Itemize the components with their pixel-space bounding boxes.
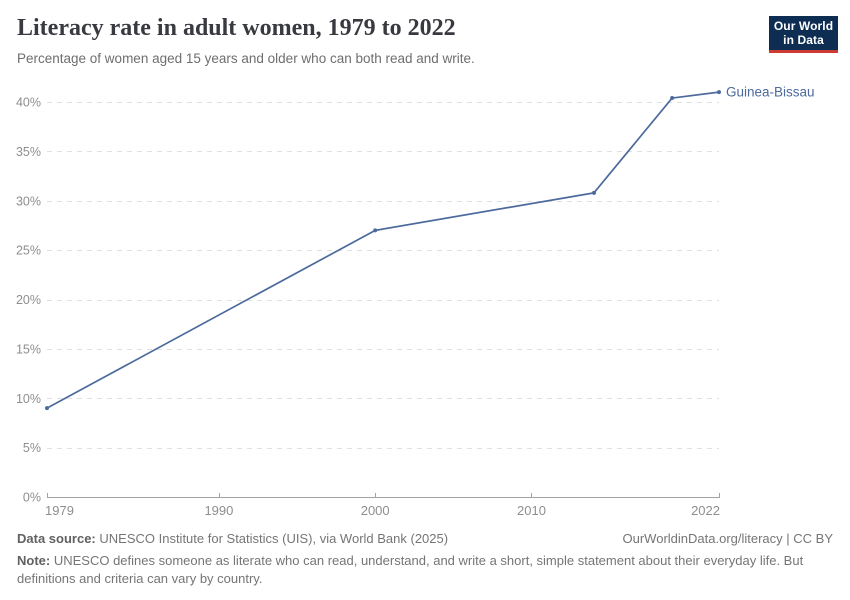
footer-source-row: Data source: UNESCO Institute for Statis…	[17, 530, 833, 548]
chart-title: Literacy rate in adult women, 1979 to 20…	[17, 15, 456, 41]
y-axis-tick-label: 25%	[16, 244, 41, 258]
x-axis-tick-label: 1979	[45, 503, 74, 518]
footer-note: Note: UNESCO defines someone as literate…	[17, 552, 817, 588]
y-axis-tick-label: 30%	[16, 194, 41, 208]
owid-logo: Our World in Data	[769, 16, 838, 53]
y-axis-tick-label: 10%	[16, 392, 41, 406]
x-axis-tick-label: 2022	[691, 503, 720, 518]
owid-logo-line2: in Data	[783, 33, 824, 47]
y-axis-tick-label: 5%	[23, 441, 41, 455]
note-label: Note:	[17, 553, 51, 568]
chart-subtitle: Percentage of women aged 15 years and ol…	[17, 51, 475, 66]
x-axis-tick-label: 1990	[204, 503, 233, 518]
data-point-marker	[670, 96, 675, 101]
data-source-label: Data source:	[17, 531, 96, 546]
data-source-text: UNESCO Institute for Statistics (UIS), v…	[99, 531, 449, 546]
y-axis-tick-label: 0%	[23, 491, 41, 505]
data-point-marker	[373, 228, 378, 233]
entity-label: Guinea-Bissau	[726, 85, 815, 100]
y-axis-tick-label: 40%	[16, 96, 41, 110]
data-point-marker	[717, 90, 721, 95]
data-source-line: Data source: UNESCO Institute for Statis…	[17, 530, 448, 548]
line-chart-canvas: 0% 5% 10% 15% 20% 25% 30% 35% 40% 1979 1990 2000 201…	[16, 85, 815, 518]
data-point-marker	[45, 406, 49, 411]
owid-logo-line1: Our World	[773, 19, 834, 33]
x-axis-tick-label: 2000	[361, 503, 390, 518]
y-axis-tick-label: 15%	[16, 342, 41, 356]
y-axis-tick-label: 20%	[16, 293, 41, 307]
note-text: UNESCO defines someone as literate who c…	[17, 553, 804, 586]
y-axis-tick-label: 35%	[16, 145, 41, 159]
owid-url-license: OurWorldinData.org/literacy | CC BY	[622, 531, 833, 546]
x-axis-tick-label: 2010	[517, 503, 546, 518]
data-point-marker	[591, 190, 596, 195]
